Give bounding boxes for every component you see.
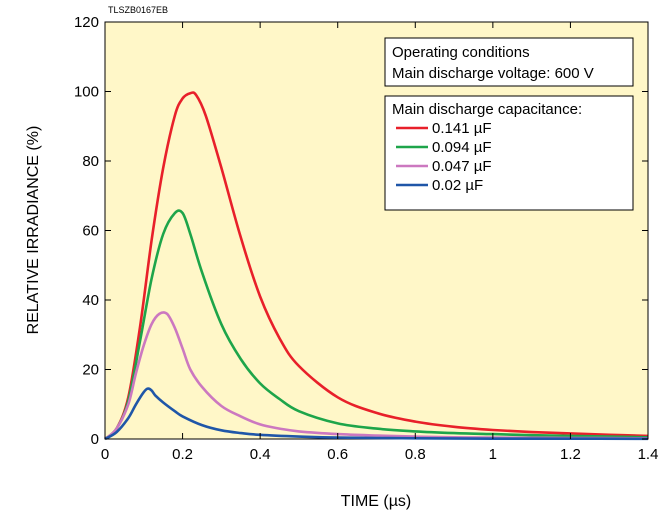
y-tick-label: 20 — [82, 362, 99, 379]
x-tick-label: 0 — [101, 446, 109, 463]
legend-box — [384, 95, 634, 211]
legend-label-1: 0.094 µF — [432, 139, 492, 156]
series-layer — [104, 91, 649, 441]
plot-area — [104, 21, 649, 440]
x-tick-label: 1 — [489, 446, 497, 463]
conditions-box — [384, 37, 634, 87]
x-axis-label: TIME (µs) — [341, 493, 412, 510]
series-line-0 — [104, 91, 649, 441]
series-line-1 — [104, 209, 649, 441]
y-tick-label: 80 — [82, 153, 99, 170]
x-tick-label: 1.4 — [638, 446, 659, 463]
y-tick-label: 40 — [82, 292, 99, 309]
legend-label-3: 0.02 µF — [432, 177, 483, 194]
x-tick-label: 0.8 — [405, 446, 426, 463]
conditions-voltage: Main discharge voltage: 600 V — [392, 65, 594, 82]
legend-label-2: 0.047 µF — [432, 158, 492, 175]
legend-entries: 0.141 µF 0.094 µF 0.047 µF 0.02 µF — [396, 120, 492, 194]
x-tick-label: 0.4 — [250, 446, 271, 463]
y-tick-label: 100 — [74, 84, 99, 101]
legend-label-0: 0.141 µF — [432, 120, 492, 137]
ticks-layer: 0 0.2 0.4 0.6 0.8 1 1.2 1.4 0 20 40 60 80 100 120 — [74, 14, 658, 463]
y-tick-label: 0 — [91, 431, 99, 448]
y-tick-label: 60 — [82, 223, 99, 240]
x-tick-label: 0.6 — [327, 446, 348, 463]
y-tick-label: 120 — [74, 14, 99, 31]
x-tick-label: 1.2 — [560, 446, 581, 463]
y-axis-label: RELATIVE IRRADIANCE (%) — [25, 126, 42, 335]
x-tick-label: 0.2 — [172, 446, 193, 463]
conditions-title: Operating conditions — [392, 44, 530, 61]
figure-code: TLSZB0167EB — [108, 5, 168, 15]
legend-title: Main discharge capacitance: — [392, 101, 582, 118]
series-line-2 — [104, 311, 649, 441]
